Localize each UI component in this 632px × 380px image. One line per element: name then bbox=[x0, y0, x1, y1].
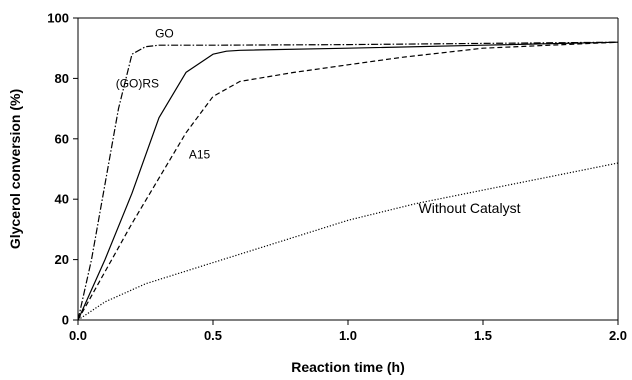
y-axis-title: Glycerol conversion (%) bbox=[7, 89, 23, 249]
series-line-a15 bbox=[77, 41, 619, 321]
annotation-layer: GO (GO)RS A15 Without Catalyst bbox=[116, 27, 521, 216]
x-tick-label: 2.0 bbox=[609, 328, 627, 343]
y-tick-label: 20 bbox=[55, 252, 69, 267]
x-tick-label: 1.0 bbox=[339, 328, 357, 343]
x-tick-label: 1.5 bbox=[474, 328, 492, 343]
x-tick-label: 0.0 bbox=[69, 328, 87, 343]
series-layer bbox=[77, 41, 619, 321]
y-tick-label: 40 bbox=[55, 192, 69, 207]
series-line-without-catalyst bbox=[77, 162, 619, 321]
series-line-go bbox=[77, 41, 619, 321]
series-line-go-rs bbox=[77, 41, 619, 321]
y-tick-label: 60 bbox=[55, 131, 69, 146]
annotation-label: A15 bbox=[189, 147, 211, 161]
plot-area bbox=[77, 17, 619, 321]
x-axis-title: Reaction time (h) bbox=[291, 359, 405, 375]
y-tick-label: 100 bbox=[47, 11, 69, 26]
annotation-label: (GO)RS bbox=[116, 76, 159, 90]
x-tick-label: 0.5 bbox=[204, 328, 222, 343]
x-axis-ticks: 0.0 0.5 1.0 1.5 2.0 bbox=[69, 320, 627, 343]
y-tick-label: 80 bbox=[55, 71, 69, 86]
annotation-label: GO bbox=[155, 27, 174, 41]
y-axis-ticks: 0 20 40 60 80 100 bbox=[47, 11, 78, 328]
y-tick-label: 0 bbox=[62, 313, 69, 328]
annotation-label: Without Catalyst bbox=[419, 200, 521, 216]
